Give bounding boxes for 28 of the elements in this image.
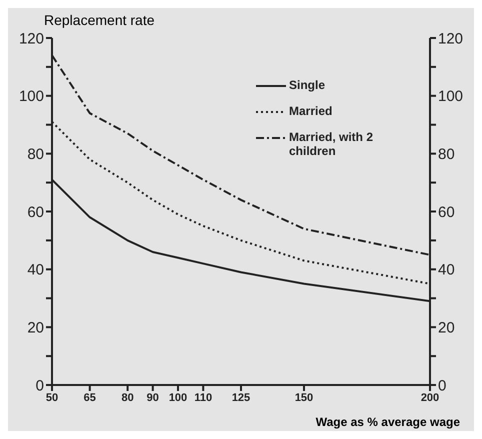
y-tick-label: 40 bbox=[27, 262, 44, 279]
x-tick-label: 110 bbox=[194, 392, 212, 404]
y2-tick-label: 100 bbox=[438, 88, 464, 106]
legend-label: Married bbox=[289, 104, 334, 118]
legend-label: Married, with 2 children bbox=[289, 130, 374, 158]
y2-tick-label: 60 bbox=[438, 204, 455, 221]
x-tick-label: 90 bbox=[146, 392, 159, 404]
y2-tick-label: 20 bbox=[438, 319, 455, 336]
x-tick-label: 125 bbox=[232, 392, 250, 404]
x-tick-label: 100 bbox=[168, 392, 188, 404]
x-axis-title: Wage as % average wage bbox=[316, 415, 460, 429]
y-tick-label: 100 bbox=[18, 88, 44, 106]
y-tick-label: 120 bbox=[18, 30, 44, 48]
y2-tick-label: 120 bbox=[438, 30, 464, 48]
y-tick-label: 60 bbox=[27, 204, 44, 221]
y2-tick-label: 40 bbox=[438, 262, 455, 279]
legend-label: Single bbox=[289, 78, 326, 92]
y-axis-title: Replacement rate bbox=[44, 12, 155, 28]
y-tick-label: 80 bbox=[27, 146, 44, 163]
x-tick-label: 80 bbox=[121, 392, 134, 404]
x-tick-label: 65 bbox=[84, 392, 96, 404]
y2-tick-label: 0 bbox=[438, 377, 446, 394]
x-tick-label: 50 bbox=[46, 392, 58, 404]
y-tick-label: 20 bbox=[27, 319, 44, 336]
x-tick-label: 200 bbox=[420, 392, 440, 404]
x-tick-label: 150 bbox=[294, 392, 314, 404]
y-tick-label: 0 bbox=[36, 377, 44, 394]
y2-tick-label: 80 bbox=[438, 146, 455, 163]
